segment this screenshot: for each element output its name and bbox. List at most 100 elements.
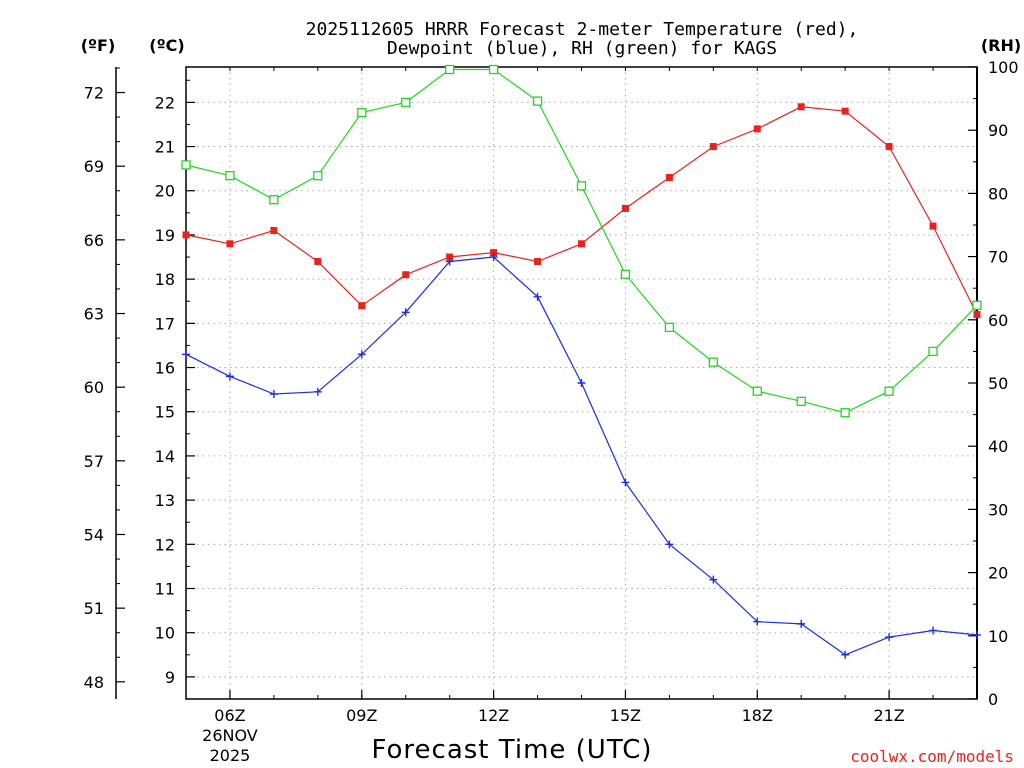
celsius-tick-label: 15 [155,403,175,422]
temperature-point [797,103,805,111]
rh-point [928,346,938,357]
celsius-tick-label: 22 [155,93,175,112]
rh-point [445,64,455,75]
dewpoint-point [313,387,322,396]
rh-tick-label: 0 [988,690,998,709]
fahrenheit-tick-label: 66 [84,231,104,250]
rh-point [752,386,762,396]
rh-point [972,300,982,310]
x-tick-label: 12Z [478,706,509,725]
celsius-tick-label: 10 [155,624,175,643]
x-tick-label: 21Z [873,706,904,725]
temperature-point [270,227,278,235]
temperature-point [753,125,761,133]
celsius-tick-label: 11 [155,580,175,599]
chart-title-line1: 2025112605 HRRR Forecast 2-meter Tempera… [306,19,859,40]
dewpoint-point [709,575,718,584]
dewpoint-point [797,619,806,628]
dewpoint-point [841,650,850,659]
rh-point [576,181,587,191]
rh-point [620,269,631,279]
dewpoint-point [401,308,410,317]
rh-point [884,386,894,396]
dewpoint-point [885,633,894,642]
dewpoint-point [929,626,938,635]
temperature-point [534,257,542,265]
dewpoint-point [357,350,366,359]
rh-point [532,96,543,106]
rh-point [708,357,718,367]
rh-tick-label: 50 [988,374,1008,393]
fahrenheit-tick-label: 51 [84,599,104,618]
credit-text: coolwx.com/models [850,747,1014,766]
temperature-point [885,143,893,151]
celsius-tick-label: 14 [155,447,175,466]
celsius-tick-label: 13 [155,491,175,510]
temperature-point [358,302,366,310]
celsius-tick-label: 16 [155,359,175,378]
dewpoint-point [489,253,498,262]
temperature-point [226,240,234,248]
x-tick-label: 09Z [346,706,377,725]
rh-tick-label: 30 [988,500,1008,519]
fahrenheit-tick-label: 63 [84,305,104,324]
temperature-point [665,173,673,181]
fahrenheit-tick-label: 60 [84,378,104,397]
celsius-unit-label: (ºC) [149,36,184,55]
rh-tick-label: 80 [988,184,1008,203]
rh-tick-label: 60 [988,311,1008,330]
celsius-tick-label: 21 [155,138,175,157]
rh-point [313,171,323,181]
x-axis-label: Forecast Time (UTC) [371,735,652,765]
dewpoint-point [445,257,454,266]
dewpoint-point [753,617,762,626]
rh-tick-label: 20 [988,564,1008,583]
celsius-tick-label: 20 [155,182,175,201]
temperature-point [709,143,717,151]
rh-point [269,195,279,205]
temperature-point [578,240,585,248]
dewpoint-point [973,630,981,639]
temperature-point [182,231,190,239]
temperature-point [929,222,937,230]
celsius-tick-label: 9 [165,668,175,687]
fahrenheit-unit-label: (ºF) [81,36,116,55]
rh-point [225,171,235,181]
x-tick-label: 15Z [610,706,641,725]
temperature-line [185,106,978,315]
rh-point [181,160,191,170]
rh-tick-label: 70 [988,248,1008,267]
fahrenheit-tick-label: 72 [84,84,104,103]
dewpoint-point [577,379,586,387]
fahrenheit-tick-label: 69 [84,157,104,176]
rh-point [357,107,367,118]
temperature-point [621,204,629,212]
series-layer [181,64,982,659]
x-tick-label: 06Z [214,706,245,725]
rh-point [401,97,411,108]
dewpoint-point [225,372,234,381]
fahrenheit-tick-label: 54 [84,525,104,544]
rh-tick-label: 100 [988,58,1019,77]
rh-tick-label: 10 [988,627,1008,646]
temperature-point [446,253,454,261]
celsius-tick-label: 19 [155,226,175,245]
temperature-point [402,271,410,279]
dewpoint-point [621,478,630,487]
temperature-point [973,310,981,318]
dewpoint-point [269,390,278,399]
rh-point [840,408,850,418]
temperature-point [314,257,322,265]
temperature-point [841,107,849,115]
rh-point [796,396,806,406]
dewpoint-point [182,350,190,359]
temperature-point [490,249,498,257]
chart-title-line2: Dewpoint (blue), RH (green) for KAGS [387,38,777,59]
x-tick-label: 18Z [742,706,773,725]
fahrenheit-tick-label: 48 [84,673,104,692]
dewpoint-point [665,540,674,549]
fahrenheit-tick-label: 57 [84,452,104,471]
x-tick-year: 2025 [210,746,251,765]
rh-point [488,64,499,75]
